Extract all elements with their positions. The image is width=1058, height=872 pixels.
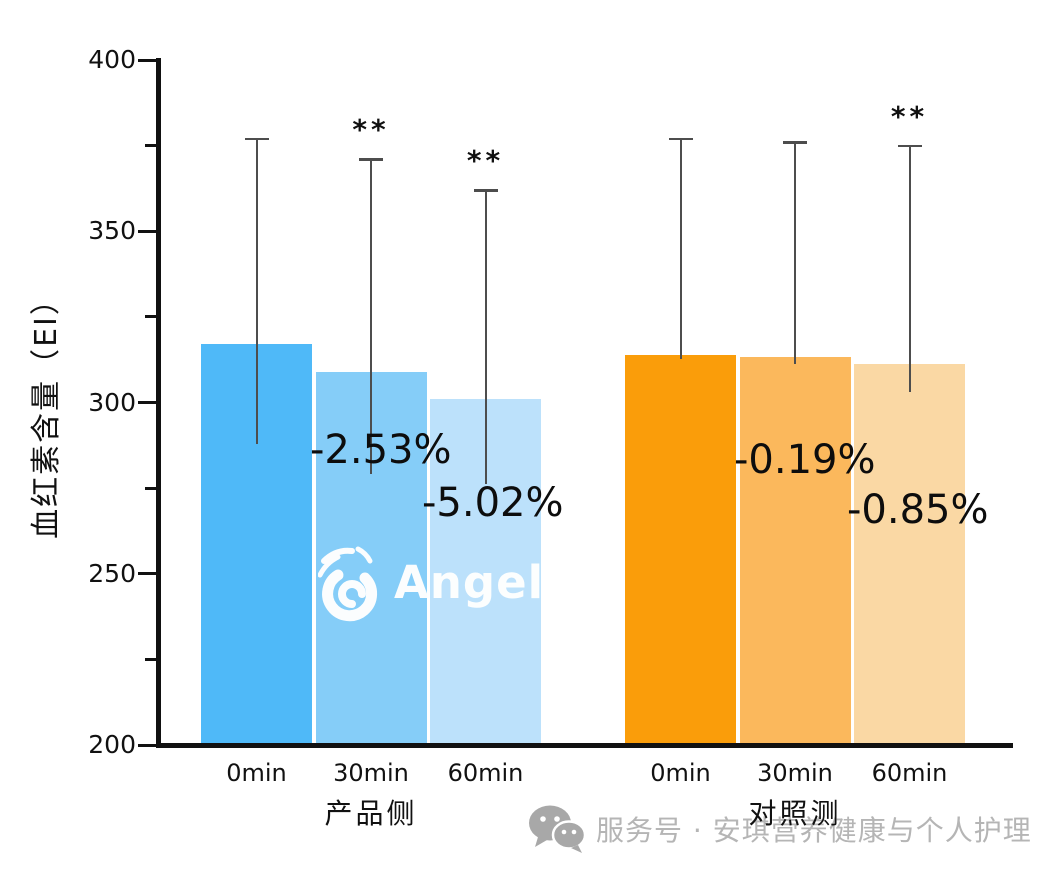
change-label: -2.53% [310, 427, 452, 473]
error-bar-line [484, 190, 487, 485]
significance-marker: ** [352, 113, 390, 147]
error-bar-cap [359, 158, 383, 161]
y-tick-label: 300 [88, 387, 136, 417]
group-label: 对照测 [748, 797, 842, 830]
x-tick-label: 60min [447, 759, 524, 787]
error-bar-line [794, 142, 796, 364]
x-tick-label: 0min [650, 759, 711, 787]
error-bar-cap [897, 144, 922, 148]
y-tick-label: 350 [88, 216, 136, 246]
y-tick-label: 200 [88, 730, 136, 759]
wechat-watermark-text: 服务号 · 安琪营养健康与个人护理 [596, 814, 1032, 847]
y-minor-tick [145, 486, 156, 490]
y-tick-label: 400 [88, 45, 136, 74]
angel-logo-text: Angel [394, 556, 545, 609]
error-bar-line [679, 138, 682, 359]
error-bar-cap [244, 137, 269, 141]
error-bar-cap [668, 137, 693, 141]
y-major-tick [138, 743, 156, 747]
error-bar-line [255, 138, 258, 445]
wechat-icon [529, 805, 586, 853]
angel-logo-registered-mark: ® [554, 574, 570, 592]
x-axis-line [156, 743, 1013, 748]
error-bar-line [908, 145, 911, 392]
y-minor-tick [145, 315, 156, 319]
x-tick-label: 0min [226, 759, 287, 787]
x-tick-label: 60min [871, 759, 948, 787]
y-minor-tick [145, 657, 156, 661]
angel-logo-watermark: Angel ® [318, 538, 569, 628]
bar-control-0min [625, 354, 736, 745]
y-major-tick [138, 58, 156, 62]
y-tick-label: 250 [88, 558, 136, 588]
bar-control-30min [739, 356, 851, 745]
error-bar-line [370, 159, 372, 474]
error-bar-cap [783, 141, 807, 144]
change-label: -0.19% [734, 437, 876, 483]
y-minor-tick [145, 144, 156, 148]
significance-marker: ** [466, 144, 505, 178]
y-major-tick [138, 572, 156, 576]
y-major-tick [138, 401, 156, 404]
x-tick-label: 30min [757, 759, 833, 787]
y-major-tick [138, 229, 156, 233]
significance-marker: ** [890, 99, 929, 133]
x-tick-label: 30min [333, 759, 409, 787]
error-bar-cap [473, 189, 498, 192]
y-axis-line [156, 58, 161, 748]
wechat-watermark: 服务号 · 安琪营养健康与个人护理 [528, 804, 1032, 854]
change-label: -0.85% [847, 487, 989, 533]
group-label: 产品侧 [324, 797, 418, 830]
change-label: -5.02% [422, 480, 564, 526]
angel-swirl-icon [318, 546, 378, 622]
bar-control-60min [854, 363, 965, 745]
